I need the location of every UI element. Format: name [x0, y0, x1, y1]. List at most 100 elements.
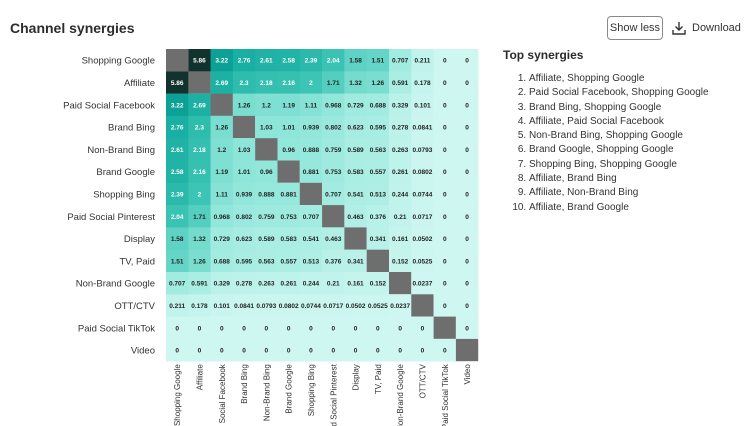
heatmap-cell [455, 227, 479, 250]
cell-value: 0 [443, 58, 447, 65]
heatmap-cell [344, 294, 367, 317]
cell-value: 1.58 [349, 58, 362, 65]
cell-value: 0 [421, 348, 425, 355]
column-label: Display [352, 364, 361, 390]
cell-value: 1.19 [215, 169, 228, 176]
heatmap-cell [188, 316, 211, 340]
top-synergy-item: Non-Brand Bing, Shopping Google [529, 129, 709, 143]
heatmap-cell [411, 272, 434, 295]
heatmap-cell [210, 182, 234, 206]
heatmap-cell [255, 49, 278, 72]
cell-value: 0 [443, 348, 447, 355]
column-label: Paid Social Pinterest [329, 363, 338, 426]
heatmap-cell [366, 205, 390, 228]
cell-value: 0.541 [347, 191, 364, 198]
download-button[interactable]: Download [672, 16, 741, 40]
diagonal-cell [166, 49, 189, 72]
heatmap-cell [255, 294, 278, 317]
heatmap-cell [166, 272, 189, 295]
heatmap-cell [255, 182, 278, 206]
cell-value: 0.263 [258, 281, 275, 288]
cell-value: 0.583 [281, 236, 298, 243]
cell-value: 0 [398, 325, 402, 332]
heatmap-cell [166, 182, 189, 206]
cell-value: 1.58 [171, 236, 184, 243]
cell-value: 0 [331, 325, 335, 332]
cell-value: 0.0525 [413, 258, 433, 265]
cell-value: 0 [465, 125, 469, 132]
cell-value: 2.39 [171, 191, 184, 198]
heatmap-cell [389, 138, 412, 161]
cell-value: 2.69 [193, 102, 206, 109]
cell-value: 1.03 [260, 125, 273, 132]
heatmap-cell [455, 71, 479, 94]
cell-value: 0.0502 [346, 303, 366, 310]
heatmap-cell [433, 71, 457, 94]
cell-value: 1.32 [193, 236, 206, 243]
heatmap-cell [210, 338, 234, 362]
row-label: Shopping Google [82, 56, 155, 67]
heatmap-cell [366, 93, 390, 117]
cell-value: 0 [465, 58, 469, 65]
heatmap-cell [188, 49, 211, 72]
cell-value: 2.16 [193, 169, 206, 176]
heatmap-cell [344, 71, 367, 94]
cell-value: 0.557 [281, 258, 298, 265]
heatmap-cell [210, 49, 234, 72]
diagonal-cell [389, 272, 412, 295]
heatmap-cell [411, 160, 434, 184]
cell-value: 2.58 [282, 58, 295, 65]
heatmap-cell [299, 115, 323, 139]
show-less-button[interactable]: Show less [607, 16, 663, 40]
row-label: Paid Social Pinterest [67, 212, 155, 223]
heatmap-cell [210, 71, 234, 94]
heatmap-cell [166, 138, 189, 161]
heatmap-cell [455, 115, 479, 139]
cell-value: 0 [443, 125, 447, 132]
heatmap-cell [166, 205, 189, 228]
heatmap-cell [455, 249, 479, 273]
heatmap-cell [322, 160, 345, 184]
heatmap-cell [344, 316, 367, 340]
cell-value: 0.0717 [323, 303, 343, 310]
cell-value: 0.589 [347, 147, 364, 154]
heatmap-cell [322, 49, 345, 72]
top-synergy-item: Brand Bing, Shopping Google [529, 101, 709, 115]
cell-value: 2.58 [171, 169, 184, 176]
column-label: TV, Paid [374, 364, 383, 394]
column-label: Shopping Google [173, 364, 182, 426]
cell-value: 0 [465, 147, 469, 154]
cell-value: 0.463 [347, 214, 364, 221]
diagonal-cell [255, 138, 278, 161]
heatmap-cell [433, 160, 457, 184]
row-label: Paid Social Facebook [63, 100, 155, 111]
heatmap-cell [255, 71, 278, 94]
cell-value: 0 [421, 325, 425, 332]
cell-value: 1.26 [372, 80, 385, 87]
heatmap-cell [210, 205, 234, 228]
cell-value: 5.86 [193, 58, 206, 65]
diagonal-cell [455, 338, 479, 362]
heatmap-cell [166, 249, 189, 273]
diagonal-cell [322, 205, 345, 228]
cell-value: 0.463 [325, 236, 342, 243]
heatmap-cell [344, 115, 367, 139]
cell-value: 0 [309, 348, 313, 355]
heatmap-cell [188, 249, 211, 273]
heatmap-cell [299, 138, 323, 161]
heatmap-cell [344, 338, 367, 362]
page-title: Channel synergies [10, 20, 135, 36]
cell-value: 1.01 [282, 125, 295, 132]
heatmap-cell [344, 272, 367, 295]
cell-value: 0.211 [169, 303, 185, 310]
heatmap-cell [411, 316, 434, 340]
cell-value: 2.04 [327, 58, 340, 65]
heatmap-cell [166, 316, 189, 340]
heatmap-cell [210, 316, 234, 340]
heatmap-cell [166, 160, 189, 184]
cell-value: 0 [309, 325, 313, 332]
cell-value: 0 [443, 169, 447, 176]
heatmap-cell [299, 227, 323, 250]
cell-value: 0.541 [303, 236, 320, 243]
cell-value: 0.161 [347, 281, 364, 288]
